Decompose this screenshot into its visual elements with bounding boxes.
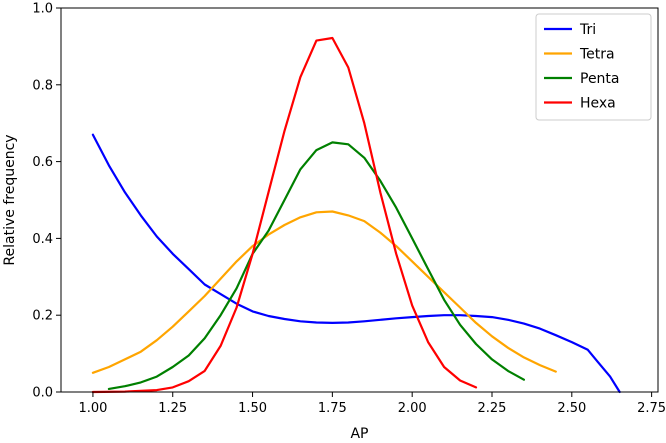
x-tick-label: 2.00 [398,401,427,416]
y-tick-label: 0.4 [32,232,53,247]
y-axis-label: Relative frequency [2,134,18,265]
x-tick-label: 2.75 [637,401,666,416]
y-tick-label: 0.6 [32,155,53,170]
x-axis-label: AP [350,426,368,442]
legend-box [535,13,652,121]
legend-label-tri: Tri [579,22,596,38]
legend: Tri Tetra Penta Hexa [535,13,652,121]
legend-label-tetra: Tetra [579,47,615,63]
y-tick-label: 0.0 [32,386,53,401]
legend-label-penta: Penta [580,71,620,87]
x-axis-ticks: 1.00 1.25 1.50 1.75 2.00 2.25 2.50 2.75 [78,392,666,416]
y-tick-label: 1.0 [32,2,53,17]
x-tick-label: 1.50 [238,401,267,416]
x-tick-label: 1.25 [158,401,187,416]
y-axis-ticks: 0.0 0.2 0.4 0.6 0.8 1.0 [32,2,61,401]
y-tick-label: 0.8 [32,78,53,93]
series-line-penta [107,141,526,390]
x-tick-label: 1.75 [318,401,347,416]
x-tick-label: 2.50 [557,401,586,416]
x-tick-label: 1.00 [78,401,107,416]
legend-label-hexa: Hexa [580,96,616,112]
plot-series-group [91,36,621,394]
x-tick-label: 2.25 [478,401,507,416]
y-tick-label: 0.2 [32,309,53,324]
series-line-tetra [91,210,557,374]
series-line-tri [91,133,621,394]
series-line-hexa [91,36,478,394]
plot-frame [60,7,659,393]
